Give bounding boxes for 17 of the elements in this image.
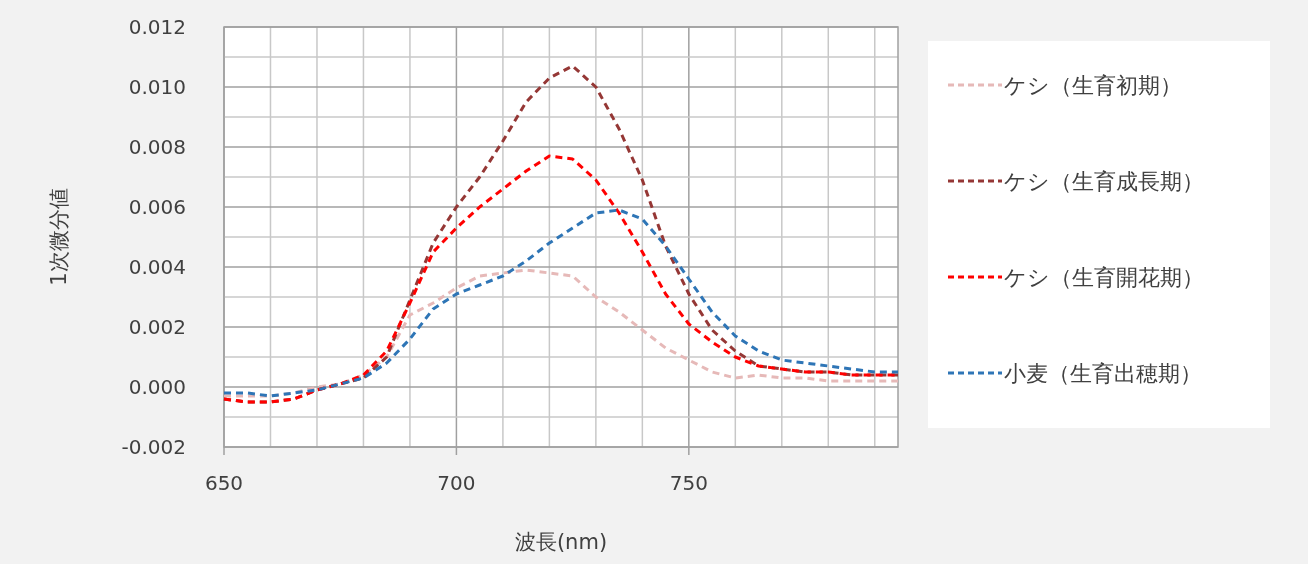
x-tick-label: 650 [204, 471, 244, 495]
y-tick-label: 0.004 [128, 255, 186, 279]
y-tick-label: 0.012 [128, 15, 186, 39]
legend-label: ケシ（生育開花期） [1004, 265, 1204, 290]
y-tick-label: 0.010 [128, 75, 186, 99]
y-tick-label: 0.008 [128, 135, 186, 159]
legend-label: 小麦（生育出穂期） [1004, 361, 1202, 386]
y-tick-label: 0.002 [128, 315, 186, 339]
y-tick-label: 0.006 [128, 195, 186, 219]
y-axis-title: 1次微分値 [47, 188, 71, 286]
legend-label: ケシ（生育成長期） [1004, 169, 1204, 194]
x-axis-title: 波長(nm) [514, 530, 608, 554]
y-tick-label: 0.000 [128, 375, 186, 399]
legend-label: ケシ（生育初期） [1004, 73, 1182, 98]
x-tick-label: 700 [437, 471, 476, 495]
x-tick-label: 750 [669, 471, 708, 495]
y-tick-label: -0.002 [121, 435, 186, 459]
